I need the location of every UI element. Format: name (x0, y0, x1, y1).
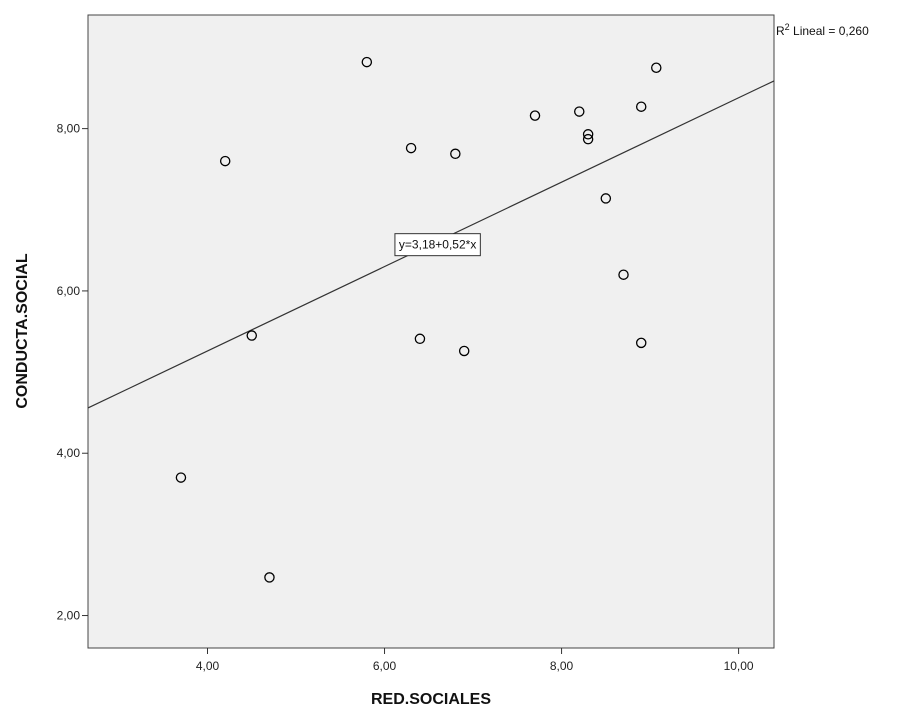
data-point (458, 345, 470, 357)
y-tick-label: 2,00 (57, 609, 81, 623)
data-point (361, 56, 373, 68)
x-tick-label: 6,00 (373, 659, 397, 673)
y-tick-label: 6,00 (57, 284, 81, 298)
data-point (582, 133, 594, 145)
data-point (574, 106, 585, 117)
data-point (414, 333, 426, 345)
y-axis: 2,00 4,00 6,00 8,00 (57, 122, 88, 623)
data-point (651, 62, 662, 74)
r2-suffix: Lineal = 0,260 (790, 24, 869, 38)
y-axis-title: CONDUCTA.SOCIAL (14, 253, 31, 408)
data-point (175, 472, 187, 483)
equation-box: y=3,18+0,52*x (394, 233, 481, 257)
data-point (635, 101, 647, 112)
plot-area (87, 14, 775, 649)
r2-prefix: R (776, 24, 785, 38)
equation-box-frame (394, 233, 481, 257)
data-point (600, 193, 612, 204)
x-axis-title: RED.SOCIALES (371, 691, 491, 708)
data-point (246, 330, 258, 341)
data-point (405, 142, 417, 154)
x-axis: 4,00 6,00 8,00 10,00 (196, 648, 754, 673)
x-tick-label: 10,00 (724, 659, 754, 673)
data-point (635, 337, 647, 349)
data-point (618, 269, 629, 280)
r2-label: R2 Lineal = 0,260 (776, 22, 869, 38)
data-point (450, 148, 461, 160)
equation-label: y=3,18+0,52*x (399, 238, 476, 252)
y-tick-label: 8,00 (57, 122, 81, 136)
r2-superscript: 2 (785, 22, 790, 32)
x-tick-label: 4,00 (196, 659, 220, 673)
data-point (582, 129, 594, 140)
x-tick-label: 8,00 (550, 659, 574, 673)
data-point (529, 110, 541, 121)
points-layer (175, 56, 662, 583)
data-point (264, 572, 275, 583)
y-tick-label: 4,00 (57, 446, 81, 460)
data-point (219, 155, 231, 167)
